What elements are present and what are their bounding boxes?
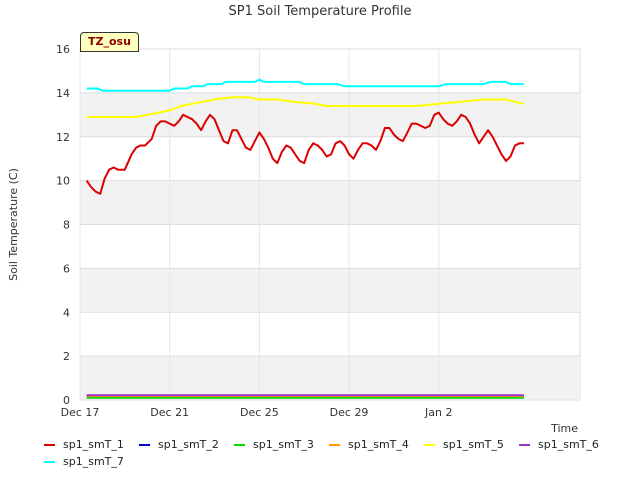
grid-band bbox=[80, 356, 580, 400]
series-line-sp1_smT_1 bbox=[85, 111, 524, 195]
legend-label: sp1_smT_7 bbox=[63, 455, 124, 468]
timezone-badge: TZ_osu bbox=[80, 32, 139, 52]
legend-label: sp1_smT_6 bbox=[538, 438, 599, 451]
x-tick-label: Jan 2 bbox=[424, 406, 452, 419]
chart-title: SP1 Soil Temperature Profile bbox=[229, 4, 412, 19]
legend-item-sp1_smT_5: sp1_smT_5 bbox=[424, 438, 504, 451]
y-tick-label: 14 bbox=[56, 87, 70, 100]
legend-item-sp1_smT_1: sp1_smT_1 bbox=[44, 438, 124, 451]
grid-band bbox=[80, 268, 580, 313]
legend-label: sp1_smT_4 bbox=[348, 438, 409, 451]
legend-item-sp1_smT_3: sp1_smT_3 bbox=[234, 438, 314, 451]
x-tick-label: Dec 25 bbox=[240, 406, 279, 419]
series-line-sp1_smT_7 bbox=[86, 78, 524, 92]
legend-swatch bbox=[139, 443, 150, 446]
legend-swatch bbox=[519, 443, 530, 446]
legend-swatch bbox=[424, 443, 435, 446]
legend-label: sp1_smT_3 bbox=[253, 438, 314, 451]
x-tick-label: Dec 29 bbox=[330, 406, 369, 419]
legend-label: sp1_smT_2 bbox=[158, 438, 219, 451]
y-tick-label: 2 bbox=[63, 350, 70, 363]
y-tick-label: 0 bbox=[63, 394, 70, 407]
legend-item-sp1_smT_4: sp1_smT_4 bbox=[329, 438, 409, 451]
legend-label: sp1_smT_5 bbox=[443, 438, 504, 451]
y-tick-label: 16 bbox=[56, 43, 70, 56]
legend-swatch bbox=[234, 443, 245, 446]
legend-swatch bbox=[329, 443, 340, 446]
y-tick-label: 8 bbox=[63, 219, 70, 232]
legend-swatch bbox=[44, 443, 55, 446]
y-tick-label: 6 bbox=[63, 262, 70, 275]
legend-swatch bbox=[44, 460, 55, 463]
legend-item-sp1_smT_7: sp1_smT_7 bbox=[44, 455, 124, 468]
grid-band bbox=[80, 180, 580, 225]
x-axis-label: Time bbox=[550, 422, 578, 435]
y-axis-label: Soil Temperature (C) bbox=[7, 168, 20, 281]
legend-label: sp1_smT_1 bbox=[63, 438, 124, 451]
legend-item-sp1_smT_2: sp1_smT_2 bbox=[139, 438, 219, 451]
series-line-sp1_smT_5 bbox=[86, 96, 525, 118]
y-tick-label: 10 bbox=[56, 175, 70, 188]
x-tick-label: Dec 17 bbox=[61, 406, 100, 419]
legend: sp1_smT_1 sp1_smT_2 sp1_smT_3 sp1_smT_4 sp1_… bbox=[0, 432, 640, 480]
y-tick-label: 4 bbox=[63, 306, 70, 319]
y-tick-label: 12 bbox=[56, 131, 70, 144]
x-tick-label: Dec 21 bbox=[150, 406, 189, 419]
legend-item-sp1_smT_6: sp1_smT_6 bbox=[519, 438, 599, 451]
